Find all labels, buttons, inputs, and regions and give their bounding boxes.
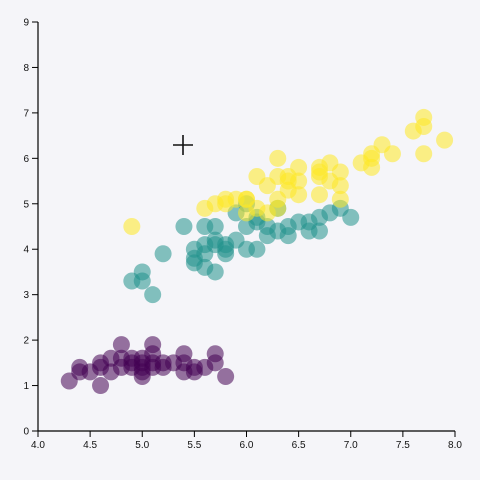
- data-point[interactable]: [363, 158, 381, 176]
- series-2: [123, 108, 454, 235]
- x-tick-label: 8.0: [448, 440, 462, 451]
- data-point[interactable]: [342, 208, 360, 226]
- data-point[interactable]: [154, 245, 172, 263]
- data-point[interactable]: [290, 186, 308, 204]
- data-point[interactable]: [436, 131, 454, 149]
- data-point[interactable]: [331, 177, 349, 195]
- data-point[interactable]: [112, 336, 130, 354]
- y-tick-label: 3: [23, 290, 29, 301]
- x-tick-label: 5.0: [135, 440, 149, 451]
- data-point[interactable]: [217, 195, 235, 213]
- y-tick-label: 2: [23, 336, 29, 347]
- data-point[interactable]: [175, 218, 193, 235]
- data-point[interactable]: [331, 163, 349, 181]
- x-tick-label: 4.5: [83, 440, 97, 451]
- data-point[interactable]: [133, 363, 151, 381]
- series-0: [60, 336, 235, 395]
- data-point[interactable]: [415, 145, 433, 163]
- x-tick-label: 4.0: [31, 440, 45, 451]
- x-tick-label: 6.5: [292, 440, 306, 451]
- x-tick-label: 5.5: [187, 440, 201, 451]
- y-tick-label: 9: [23, 18, 29, 29]
- series-1: [123, 195, 360, 304]
- data-point[interactable]: [133, 272, 151, 290]
- data-point[interactable]: [383, 145, 401, 163]
- data-point[interactable]: [310, 186, 328, 204]
- y-tick-label: 4: [23, 245, 29, 256]
- x-tick-label: 6.0: [240, 440, 254, 451]
- y-tick-label: 0: [23, 427, 29, 438]
- data-point[interactable]: [248, 240, 266, 258]
- x-tick-label: 7.5: [396, 440, 410, 451]
- data-point[interactable]: [331, 190, 349, 208]
- data-point[interactable]: [290, 172, 308, 190]
- data-point[interactable]: [269, 149, 287, 167]
- data-point[interactable]: [92, 377, 110, 395]
- y-tick-label: 5: [23, 199, 29, 210]
- data-point[interactable]: [144, 286, 162, 304]
- data-point[interactable]: [123, 218, 141, 235]
- y-tick-label: 7: [23, 108, 29, 119]
- x-tick-label: 7.0: [344, 440, 358, 451]
- data-point[interactable]: [269, 199, 287, 217]
- points-layer: [60, 108, 454, 395]
- crosshair-cursor-icon: [173, 135, 193, 155]
- data-point[interactable]: [196, 358, 214, 376]
- data-point[interactable]: [206, 263, 224, 281]
- ticks: 4.0 4.5 5.0 5.5 6.0 6.5 7.0 7.5 8.0 0 1 2 3 4 5 6 7 8 9: [23, 18, 462, 452]
- data-point[interactable]: [415, 108, 433, 126]
- data-point[interactable]: [238, 190, 255, 208]
- data-point[interactable]: [206, 218, 224, 235]
- y-tick-label: 8: [23, 63, 29, 74]
- y-tick-label: 6: [23, 154, 29, 165]
- data-point[interactable]: [217, 236, 235, 254]
- data-point[interactable]: [310, 222, 328, 240]
- y-tick-label: 1: [23, 381, 29, 392]
- data-point[interactable]: [290, 158, 308, 176]
- data-point[interactable]: [217, 367, 235, 385]
